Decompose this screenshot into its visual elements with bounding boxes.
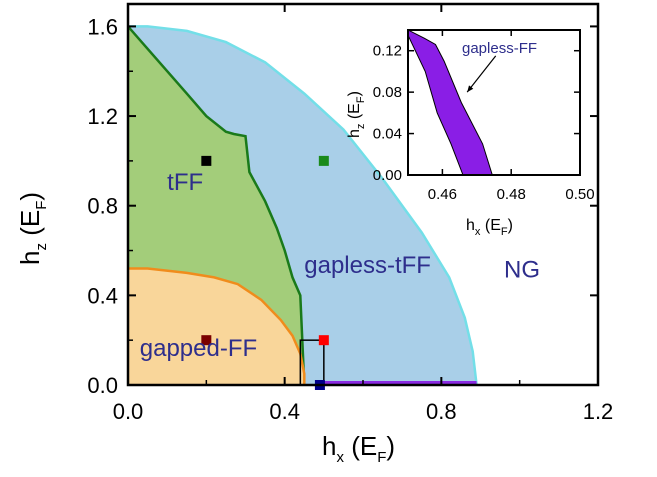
svg-text:hz (EF): hz (EF) xyxy=(346,91,367,138)
main-phase-diagram: 0.0 0.4 0.8 1.2 0.0 0.4 0.8 1.2 1.6 tFF gapless-t… xyxy=(87,2,614,424)
inset-x-tick-label: 0.48 xyxy=(497,186,526,203)
x-tick-label: 0.0 xyxy=(113,399,144,424)
inset-y-tick-label: 0.12 xyxy=(373,43,402,60)
x-tick-label: 1.2 xyxy=(583,399,614,424)
x-tick-label: 0.8 xyxy=(426,399,457,424)
inset-y-axis-title: hz (EF) xyxy=(346,91,367,138)
region-label: tFF xyxy=(167,169,203,196)
y-tick-label: 0.4 xyxy=(87,283,118,308)
inset-frame xyxy=(407,29,581,176)
inset-region-gapless-ff xyxy=(408,30,493,175)
marker-point xyxy=(201,335,212,346)
y-axis-title: hz (EF) xyxy=(15,192,50,265)
y-tick-label: 1.2 xyxy=(87,104,118,129)
boundary-tFF xyxy=(128,25,306,385)
inset-x-tick-label: 0.46 xyxy=(428,186,457,203)
region-label: NG xyxy=(504,256,540,283)
region-gapped-FF xyxy=(128,268,305,385)
inset-y-tick-label: 0.08 xyxy=(373,84,402,101)
boundary-gapped-FF xyxy=(128,267,306,385)
x-axis-title: hx (EF) xyxy=(322,431,395,466)
inset-x-tick-label: 0.50 xyxy=(565,186,594,203)
zoom-region-box xyxy=(299,339,325,385)
boundary-NG-boundary xyxy=(128,25,478,385)
inset-y-tick-label: 0.04 xyxy=(373,126,402,143)
gapless-ff-strip xyxy=(316,381,477,385)
inset-region-label: gapless-FF xyxy=(462,40,537,57)
y-tick-label: 1.6 xyxy=(87,14,118,39)
svg-text:hx (EF): hx (EF) xyxy=(466,217,513,238)
marker-point xyxy=(318,155,329,166)
y-tick-label: 0.0 xyxy=(87,373,118,398)
inset-x-axis-title: hx (EF) xyxy=(466,217,513,238)
x-tick-label: 0.4 xyxy=(269,399,300,424)
inset-annotation-arrow xyxy=(466,55,497,93)
region-label: gapless-tFF xyxy=(304,252,431,279)
svg-text:hx (EF): hx (EF) xyxy=(322,431,395,466)
marker-point xyxy=(318,335,329,346)
inset-gapless-ff-zoom: 0.46 0.48 0.50 0.00 0.04 0.08 0.12 gapless-FF xyxy=(373,29,595,203)
region-label: gapped-FF xyxy=(140,335,257,362)
y-tick-label: 0.8 xyxy=(87,194,118,219)
inset-arrowhead xyxy=(467,85,474,93)
marker-point xyxy=(201,155,212,166)
inset-y-tick-label: 0.00 xyxy=(373,167,402,184)
svg-text:hz (EF): hz (EF) xyxy=(15,192,50,265)
